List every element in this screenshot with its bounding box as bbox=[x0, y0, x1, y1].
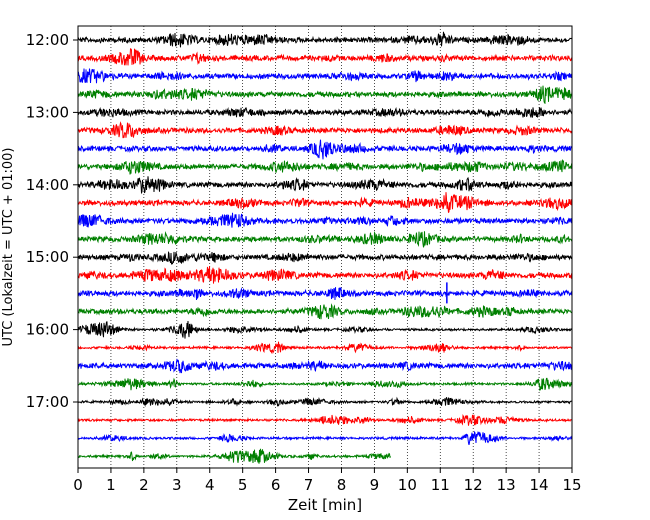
trace-row bbox=[77, 321, 573, 339]
y-tick-label: 13:00 bbox=[26, 103, 69, 121]
y-tick-label: 14:00 bbox=[26, 176, 69, 194]
x-tick-label: 1 bbox=[106, 476, 116, 494]
trace-row bbox=[77, 303, 573, 320]
trace-row bbox=[77, 192, 573, 213]
y-tick-label: 12:00 bbox=[26, 31, 69, 49]
trace-row bbox=[77, 48, 573, 66]
trace-row bbox=[77, 287, 573, 301]
trace-row bbox=[77, 430, 573, 446]
x-tick-label: 12 bbox=[464, 476, 483, 494]
y-tick-label: 17:00 bbox=[26, 393, 69, 411]
x-tick-label: 8 bbox=[337, 476, 347, 494]
x-tick-label: 11 bbox=[431, 476, 450, 494]
trace-row bbox=[77, 413, 573, 426]
x-tick-label: 5 bbox=[238, 476, 248, 494]
x-tick-label: 2 bbox=[139, 476, 149, 494]
x-axis-label: Zeit [min] bbox=[288, 496, 362, 514]
x-tick-label: 9 bbox=[370, 476, 380, 494]
trace-row bbox=[77, 341, 573, 355]
trace-row bbox=[77, 396, 573, 408]
x-tick-label: 15 bbox=[562, 476, 581, 494]
trace-row bbox=[77, 251, 573, 265]
y-tick-label: 16:00 bbox=[26, 321, 69, 339]
trace-row bbox=[77, 231, 573, 248]
trace-row bbox=[77, 176, 573, 195]
x-tick-label: 14 bbox=[530, 476, 549, 494]
trace-row bbox=[77, 85, 573, 105]
x-tick-label: 7 bbox=[304, 476, 314, 494]
trace-layer bbox=[77, 31, 573, 464]
trace-row bbox=[77, 266, 573, 284]
y-axis-ticks: 12:00 13:00 14:00 15:00 16:00 17:00 bbox=[26, 31, 78, 411]
trace-row bbox=[77, 139, 573, 160]
x-tick-label: 3 bbox=[172, 476, 182, 494]
y-axis-label: UTC (Lokalzeit = UTC + 01:00) bbox=[1, 148, 16, 347]
x-axis-ticks: 0 1 2 3 4 5 6 7 8 9 10 11 12 13 14 15 bbox=[73, 468, 582, 494]
trace-row bbox=[77, 31, 573, 48]
trace-row bbox=[77, 448, 391, 464]
y-tick-label: 15:00 bbox=[26, 248, 69, 266]
x-tick-label: 0 bbox=[73, 476, 83, 494]
trace-row bbox=[77, 158, 573, 175]
x-tick-label: 4 bbox=[205, 476, 215, 494]
trace-row bbox=[77, 106, 573, 118]
trace-row bbox=[77, 212, 573, 228]
x-tick-label: 6 bbox=[271, 476, 281, 494]
plot-frame bbox=[77, 25, 573, 469]
trace-row bbox=[77, 68, 573, 84]
x-tick-label: 10 bbox=[398, 476, 417, 494]
trace-row bbox=[77, 358, 573, 374]
x-tick-label: 13 bbox=[497, 476, 516, 494]
trace-row bbox=[77, 121, 573, 139]
trace-row bbox=[77, 377, 573, 392]
